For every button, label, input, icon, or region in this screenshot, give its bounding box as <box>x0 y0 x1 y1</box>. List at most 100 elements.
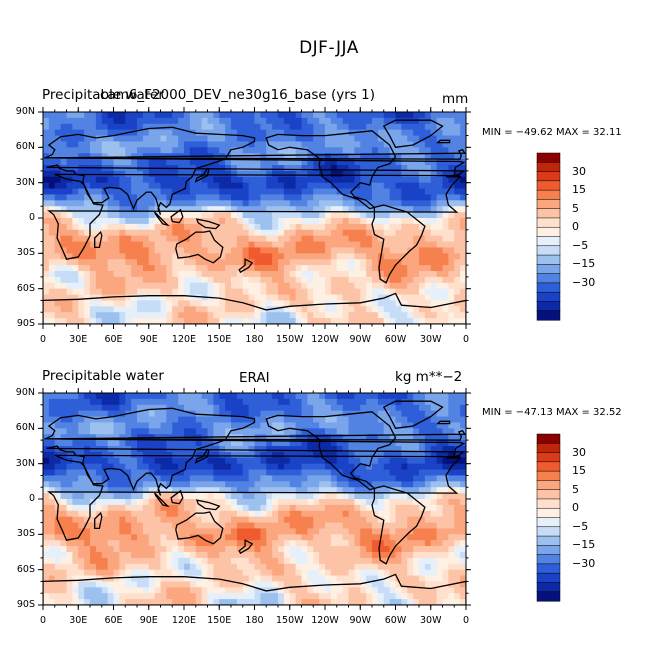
contour-cell <box>78 282 85 290</box>
contour-cell <box>283 469 291 477</box>
contour-cell <box>72 398 79 406</box>
contour-cell <box>454 218 461 225</box>
contour-cell <box>395 218 402 225</box>
contour-cell <box>48 552 56 559</box>
contour-cell <box>213 176 220 184</box>
contour-cell <box>72 416 79 424</box>
contour-cell <box>72 265 79 272</box>
contour-cell <box>137 557 144 565</box>
contour-cell <box>166 487 173 494</box>
contour-cell <box>330 247 338 254</box>
colorbar-box <box>536 245 561 256</box>
contour-cell <box>131 440 138 447</box>
contour-cell <box>95 540 103 547</box>
contour-cell <box>313 451 320 459</box>
contour-cell <box>283 223 291 231</box>
contour-cell <box>295 235 303 243</box>
contour-cell <box>377 200 385 207</box>
contour-cell <box>95 159 103 166</box>
contour-cell <box>166 194 173 201</box>
contour-cell <box>43 159 50 166</box>
contour-cell <box>160 247 167 254</box>
contour-cell <box>160 253 167 260</box>
contour-cell <box>372 416 379 424</box>
contour-cell <box>242 569 250 577</box>
contour-cell <box>325 141 332 148</box>
contour-cell <box>125 123 132 131</box>
contour-cell <box>283 510 291 518</box>
contour-cell <box>178 475 185 482</box>
contour-cell <box>231 271 238 278</box>
contour-cell <box>354 159 361 166</box>
contour-cell <box>430 487 438 494</box>
contour-cell <box>236 410 244 418</box>
contour-cell <box>72 312 79 319</box>
contour-cell <box>278 165 285 172</box>
contour-cell <box>360 451 367 459</box>
contour-cell <box>84 265 91 272</box>
contour-cell <box>90 176 97 184</box>
contour-cell <box>178 318 185 324</box>
contour-cell <box>66 223 73 231</box>
contour-cell <box>260 276 267 284</box>
contour-cell <box>172 218 179 225</box>
contour-cell <box>313 457 320 465</box>
contour-cell <box>419 218 426 225</box>
contour-cell <box>48 294 56 302</box>
contour-cell <box>78 229 85 237</box>
contour-cell <box>48 469 56 477</box>
contour-cell <box>66 416 73 424</box>
contour-cell <box>348 206 355 213</box>
contour-cell <box>348 288 355 296</box>
contour-cell <box>195 516 203 524</box>
contour-cell <box>78 182 85 190</box>
contour-cell <box>236 393 244 400</box>
contour-cell <box>48 306 56 313</box>
contour-cell <box>319 212 326 219</box>
contour-cell <box>166 552 173 559</box>
contour-cell <box>225 300 232 307</box>
contour-cell <box>242 416 250 424</box>
contour-cell <box>319 540 326 547</box>
contour-cell <box>419 540 426 547</box>
contour-cell <box>107 428 115 435</box>
contour-cell <box>154 141 162 148</box>
contour-cell <box>248 493 256 500</box>
contour-cell <box>184 182 191 190</box>
contour-cell <box>272 141 279 148</box>
contour-cell <box>336 404 344 412</box>
contour-cell <box>242 259 250 266</box>
contour-cell <box>178 135 185 143</box>
contour-cell <box>90 410 97 418</box>
contour-cell <box>195 229 203 237</box>
contour-cell <box>219 271 226 278</box>
contour-cell <box>189 288 197 296</box>
contour-cell <box>295 194 303 201</box>
contour-cell <box>278 312 285 319</box>
contour-cell <box>366 318 373 324</box>
contour-cell <box>424 416 432 424</box>
contour-cell <box>236 288 244 296</box>
contour-cell <box>225 294 232 302</box>
contour-cell <box>283 241 291 249</box>
contour-cell <box>283 112 291 119</box>
contour-cell <box>283 129 291 137</box>
contour-cell <box>95 135 103 143</box>
contour-cell <box>442 440 449 447</box>
contour-cell <box>48 288 56 296</box>
contour-cell <box>201 457 209 465</box>
contour-cell <box>231 176 238 184</box>
contour-cell <box>242 451 250 459</box>
contour-cell <box>101 404 109 412</box>
contour-cell <box>372 312 379 319</box>
contour-cell <box>213 235 220 243</box>
contour-cell <box>401 288 408 296</box>
contour-cell <box>283 446 291 453</box>
contour-cell <box>272 159 279 166</box>
contour-cell <box>289 493 297 500</box>
contour-cell <box>254 416 261 424</box>
contour-cell <box>430 288 438 296</box>
contour-cell <box>101 504 109 512</box>
contour-cell <box>395 247 402 254</box>
contour-cell <box>195 528 203 535</box>
